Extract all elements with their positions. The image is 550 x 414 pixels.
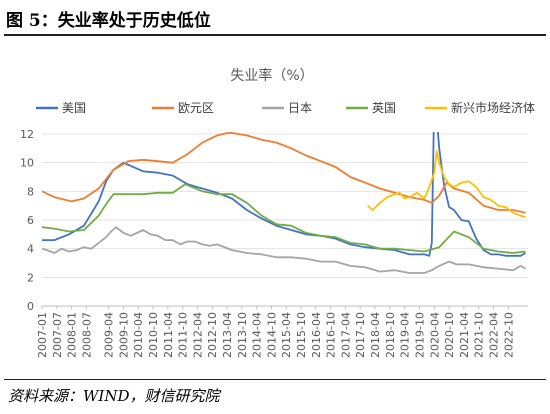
- x-tick-label: 2007-07: [51, 312, 64, 358]
- x-tick-label: 2012-04: [191, 312, 204, 358]
- x-tick-label: 2008-07: [80, 312, 93, 358]
- x-tick-label: 2020-10: [443, 312, 456, 358]
- y-axis: 0 2 4 6 8 10 12: [20, 128, 34, 313]
- x-tick-label: 2018-04: [369, 312, 382, 358]
- x-tick-label: 2016-04: [310, 312, 323, 358]
- x-tick-label: 2014-10: [265, 312, 278, 358]
- x-tick-label: 2021-04: [458, 312, 471, 358]
- x-tick-label: 2022-10: [502, 312, 515, 358]
- x-tick-label: 2007-01: [36, 312, 49, 358]
- x-tick-label: 2013-04: [221, 312, 234, 358]
- bottom-rule: [4, 379, 546, 380]
- x-tick-label: 2010-10: [147, 312, 160, 358]
- y-tick-label: 10: [20, 157, 34, 170]
- x-tick-label: 2021-10: [473, 312, 486, 358]
- unemployment-line-chart: 失业率（%） 美国 欧元区 日本 英国 新兴市场经济体 0 2 4 6 8 10 12 2007-0…: [20, 67, 535, 358]
- y-tick-label: 4: [27, 243, 34, 256]
- series-line-3: [42, 183, 526, 254]
- x-tick-label: 2008-01: [66, 312, 79, 358]
- top-rule: [4, 34, 546, 36]
- x-tick-label: 2022-04: [487, 312, 500, 358]
- x-tick-label: 2019-10: [413, 312, 426, 358]
- x-tick-label: 2017-04: [339, 312, 352, 358]
- legend-label-4: 新兴市场经济体: [451, 100, 535, 115]
- legend-label-3: 英国: [372, 101, 396, 115]
- x-tick-label: 2010-04: [132, 312, 145, 358]
- legend-label-2: 日本: [288, 101, 312, 115]
- x-tick-label: 2011-04: [162, 312, 175, 358]
- x-tick-label: 2020-04: [428, 312, 441, 358]
- x-tick-label: 2012-10: [206, 312, 219, 358]
- x-tick-label: 2011-10: [177, 312, 190, 358]
- x-tick-label: 2018-10: [384, 312, 397, 358]
- legend: 美国 欧元区 日本 英国 新兴市场经济体: [36, 100, 535, 115]
- series-line-4: [367, 150, 526, 218]
- y-tick-label: 2: [27, 271, 34, 284]
- legend-label-0: 美国: [62, 101, 86, 115]
- series-line-0: [42, 132, 526, 257]
- x-tick-label: 2009-04: [103, 312, 116, 358]
- x-tick-label: 2017-10: [354, 312, 367, 358]
- y-tick-label: 6: [27, 214, 34, 227]
- y-tick-label: 12: [20, 128, 34, 141]
- x-tick-label: 2019-04: [399, 312, 412, 358]
- series-line-1: [42, 132, 526, 214]
- chart-title: 失业率（%）: [230, 67, 313, 84]
- x-tick-label: 2013-10: [236, 312, 249, 358]
- grid: [42, 133, 528, 307]
- x-tick-label: 2014-04: [251, 312, 264, 358]
- x-axis: 2007-01 2007-07 2008-01 2008-07 2009-04 2009-…: [36, 306, 515, 358]
- y-tick-label: 0: [27, 300, 34, 313]
- source-note: 资料来源：WIND，财信研究院: [8, 387, 220, 405]
- figure-title: 图 5：失业率处于历史低位: [6, 11, 211, 31]
- series-group: [42, 132, 526, 274]
- x-tick-label: 2015-04: [280, 312, 293, 358]
- y-tick-label: 8: [27, 185, 34, 198]
- legend-label-1: 欧元区: [178, 101, 214, 115]
- x-tick-label: 2015-10: [295, 312, 308, 358]
- x-tick-label: 2009-10: [117, 312, 130, 358]
- series-line-2: [42, 226, 526, 274]
- x-tick-label: 2016-10: [325, 312, 338, 358]
